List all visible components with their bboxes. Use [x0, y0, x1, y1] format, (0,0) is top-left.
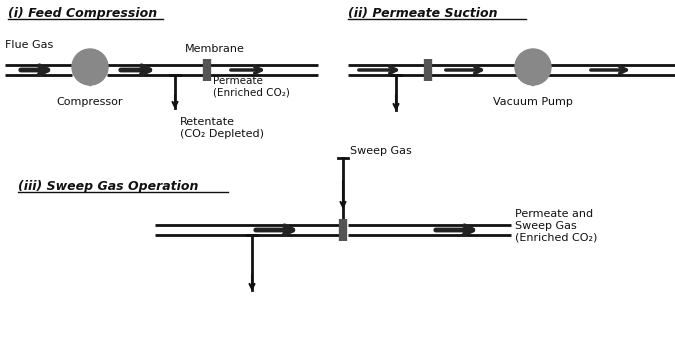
- Text: Compressor: Compressor: [57, 97, 124, 107]
- Polygon shape: [523, 75, 543, 86]
- Text: Permeate
(Enriched CO₂): Permeate (Enriched CO₂): [213, 76, 290, 98]
- Circle shape: [515, 49, 551, 85]
- Text: Flue Gas: Flue Gas: [5, 40, 53, 50]
- Text: Vacuum Pump: Vacuum Pump: [493, 97, 573, 107]
- Text: (i) Feed Compression: (i) Feed Compression: [8, 7, 157, 20]
- Text: Retentate
(CO₂ Depleted): Retentate (CO₂ Depleted): [180, 117, 264, 139]
- Circle shape: [72, 49, 108, 85]
- Text: Membrane: Membrane: [185, 44, 245, 54]
- Text: (ii) Permeate Suction: (ii) Permeate Suction: [348, 7, 497, 20]
- Text: Permeate and
Sweep Gas
(Enriched CO₂): Permeate and Sweep Gas (Enriched CO₂): [515, 209, 597, 242]
- Text: (iii) Sweep Gas Operation: (iii) Sweep Gas Operation: [18, 180, 198, 193]
- Polygon shape: [80, 75, 100, 86]
- Text: Sweep Gas: Sweep Gas: [350, 146, 412, 156]
